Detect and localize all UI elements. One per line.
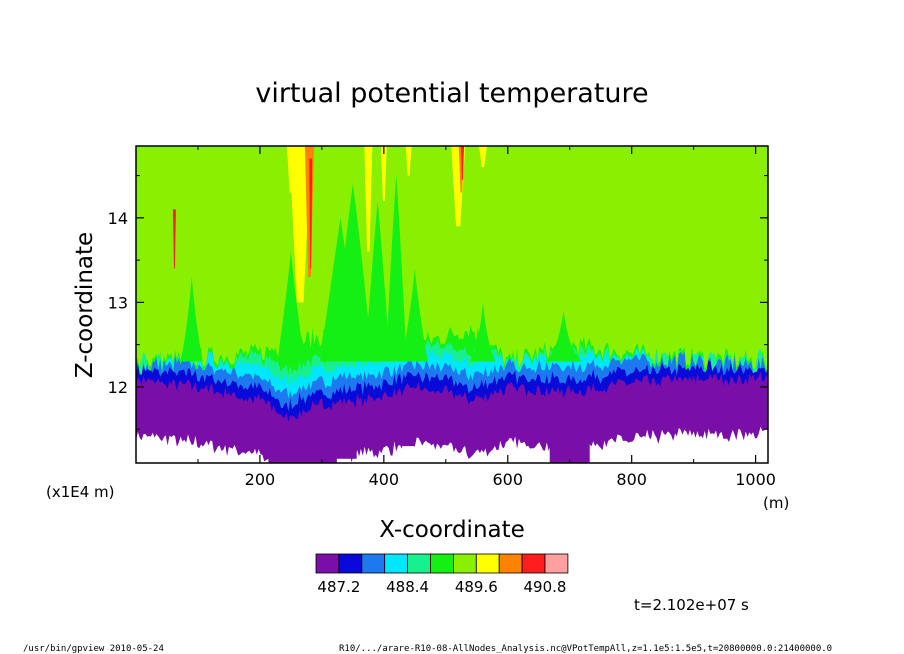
plot-frame — [135, 145, 769, 464]
x-tick-label: 200 — [245, 470, 276, 489]
field-plume — [277, 251, 305, 362]
field-warm-streak — [172, 209, 176, 269]
field-warm-streak — [461, 146, 465, 180]
colorbar-swatch — [430, 553, 454, 574]
colorbar-tick-label: 490.8 — [524, 578, 567, 596]
colorbar-swatch — [384, 553, 409, 574]
footer-right: R10/.../arare-R10-08-AllNodes_Analysis.n… — [339, 644, 832, 654]
chart-title: virtual potential temperature — [255, 78, 648, 109]
x-tick-label: 800 — [616, 470, 647, 489]
field-cold-pocket — [402, 433, 415, 447]
field-plume — [401, 268, 428, 362]
x-axis: 200 400 600 800 1000 — [197, 146, 776, 489]
field-cold-pocket — [466, 433, 475, 447]
field-plume — [470, 302, 496, 362]
x-tick-label: 1000 — [735, 470, 776, 489]
x-tick-label: 400 — [369, 470, 400, 489]
field-plume — [333, 184, 373, 362]
field-cold-pocket — [336, 433, 357, 459]
field-warm-streak — [380, 146, 387, 201]
field-cold-pocket — [268, 433, 314, 463]
field-warm-streak — [478, 146, 487, 168]
x-tick-label: 600 — [492, 470, 523, 489]
colorbar-swatch — [361, 553, 386, 574]
field-warm-streak — [364, 146, 373, 252]
y-tick-label: 13 — [108, 293, 128, 312]
field-plume — [544, 310, 583, 362]
field-plume — [180, 277, 203, 362]
colorbar-tick-label: 488.4 — [386, 578, 429, 596]
colorbar-swatch — [498, 553, 523, 574]
y-axis: 12 13 14 — [108, 175, 768, 430]
plot-area — [136, 146, 768, 463]
colorbar-swatch — [452, 553, 477, 574]
field-warm-streak — [309, 158, 313, 269]
colorbar-tick-label: 489.6 — [455, 578, 498, 596]
colorbar-swatch — [315, 553, 340, 574]
y-tick-label: 12 — [108, 378, 128, 397]
y-axis-label: Z-coordinate — [72, 232, 98, 378]
footer-left: /usr/bin/gpview 2010-05-24 — [23, 644, 164, 654]
field-warm-streak — [405, 146, 412, 176]
y-tick-label: 14 — [108, 209, 128, 228]
field-warm-streak — [286, 146, 295, 193]
field-cold-pocket — [549, 433, 590, 463]
time-label: t=2.102e+07 s — [634, 596, 749, 614]
colorbar-swatch — [475, 553, 500, 574]
colorbar-swatch — [544, 553, 569, 574]
field-cold-pocket — [306, 433, 337, 463]
colorbar-swatch — [521, 553, 546, 574]
y-axis-scale-note: (x1E4 m) — [46, 483, 115, 501]
colorbar-tick-label: 487.2 — [317, 578, 360, 596]
x-axis-label: X-coordinate — [379, 517, 525, 543]
colorbar: 487.2 488.4 489.6 490.8 — [315, 553, 569, 596]
colorbar-swatch — [338, 553, 363, 574]
field-plume — [364, 200, 391, 362]
x-axis-units: (m) — [763, 494, 789, 512]
field-warm-streak — [289, 146, 312, 303]
colorbar-swatch — [407, 553, 431, 574]
field-plume — [385, 175, 407, 362]
